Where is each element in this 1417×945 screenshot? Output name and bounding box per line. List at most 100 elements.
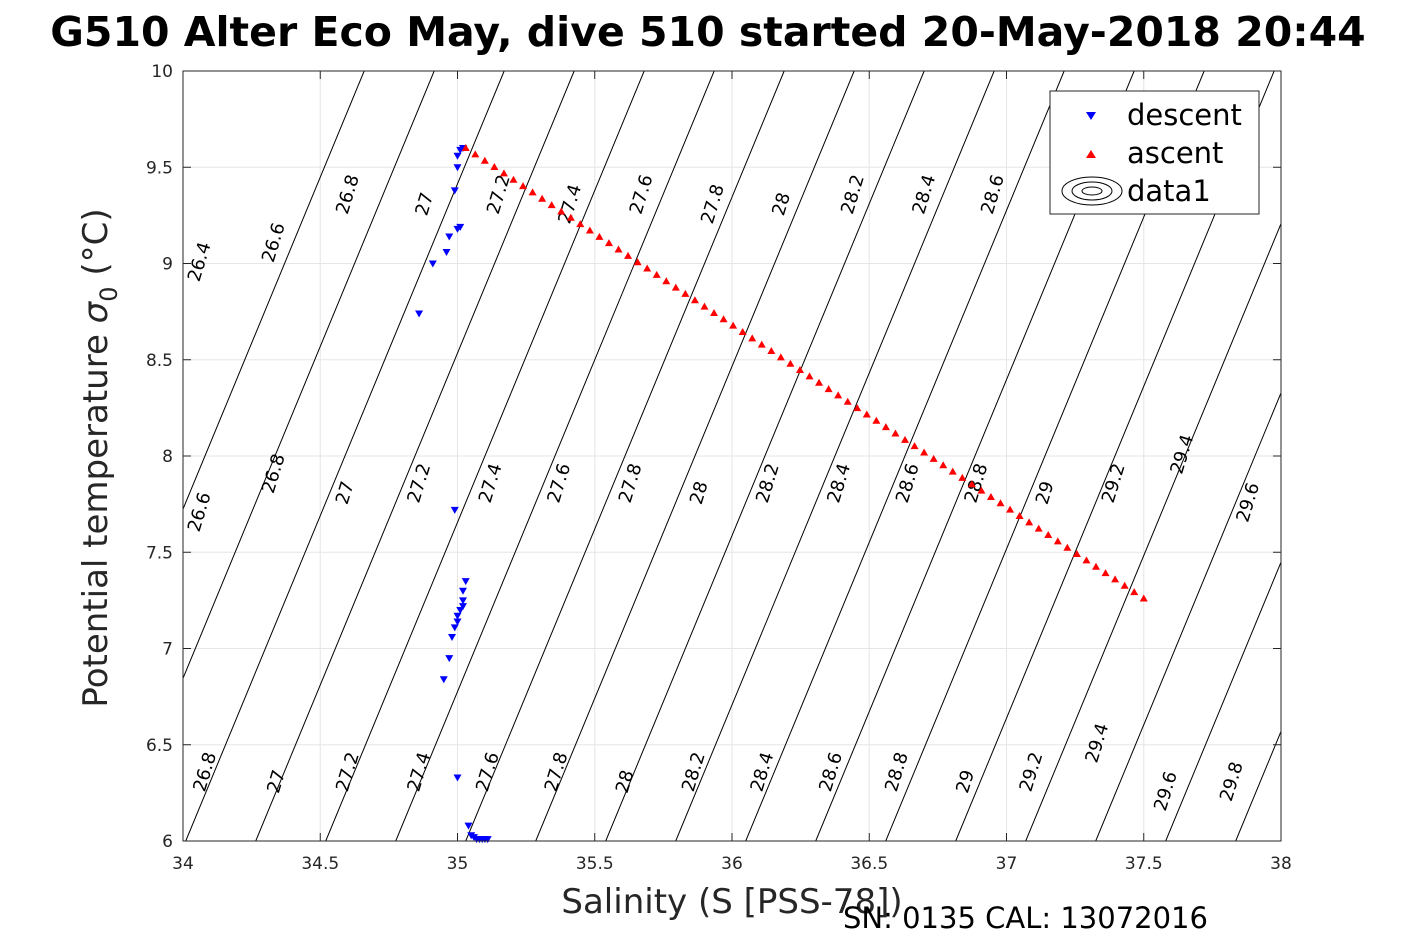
descent-point-14 bbox=[458, 597, 467, 605]
ascent-point-35 bbox=[795, 366, 804, 374]
ascent-point-22 bbox=[671, 283, 680, 291]
ascent-point-28 bbox=[729, 321, 738, 329]
y-tick-label-5: 8.5 bbox=[146, 351, 173, 371]
ascent-point-23 bbox=[681, 289, 690, 297]
ascent-point-14 bbox=[595, 232, 604, 240]
ascent-point-65 bbox=[1082, 556, 1091, 564]
legend-ascent-label: ascent bbox=[1127, 136, 1223, 170]
descent-point-12 bbox=[461, 578, 470, 586]
ascent-point-19 bbox=[643, 264, 652, 272]
ascent-point-63 bbox=[1063, 543, 1072, 551]
contour-label-2-1: 26.8 bbox=[258, 451, 290, 495]
density-contour-line-19 bbox=[1376, 71, 1417, 841]
descent-point-20 bbox=[448, 633, 457, 641]
contour-label-2-2: 26.8 bbox=[189, 750, 221, 794]
ascent-point-61 bbox=[1044, 531, 1053, 539]
contour-label-7-0: 27.8 bbox=[697, 182, 729, 226]
descent-point-17 bbox=[453, 612, 462, 620]
density-contour-line-15 bbox=[1095, 391, 1281, 841]
ascent-point-71 bbox=[1139, 594, 1148, 602]
x-tick-label-6: 37 bbox=[996, 854, 1018, 874]
ascent-point-59 bbox=[1025, 518, 1034, 526]
density-contour-line-18 bbox=[1306, 71, 1417, 841]
descent-point-15 bbox=[458, 603, 467, 611]
ascent-point-48 bbox=[920, 448, 929, 456]
ascent-point-51 bbox=[948, 467, 957, 475]
contour-label-11-0: 28.6 bbox=[977, 172, 1009, 216]
ascent-point-50 bbox=[939, 461, 948, 469]
ascent-point-32 bbox=[767, 347, 776, 355]
descent-point-19 bbox=[450, 624, 459, 632]
descent-point-21 bbox=[445, 655, 454, 663]
contour-label-1-0: 26.6 bbox=[258, 220, 290, 264]
ascent-point-17 bbox=[624, 251, 633, 259]
descent-point-31 bbox=[483, 836, 492, 844]
ascent-point-39 bbox=[834, 391, 843, 399]
y-tick-label-4: 8 bbox=[162, 447, 173, 467]
density-contour-line-2 bbox=[185, 71, 505, 841]
descent-point-13 bbox=[458, 587, 467, 595]
ascent-point-30 bbox=[748, 334, 757, 342]
contour-label-11-1: 28.6 bbox=[892, 461, 924, 505]
x-axis-label: Salinity (S [PSS-78]) bbox=[561, 882, 902, 922]
ascent-point-58 bbox=[1015, 511, 1024, 519]
contour-label-10-2: 28.4 bbox=[747, 750, 779, 794]
ascent-point-18 bbox=[633, 258, 642, 266]
ascent-point-2 bbox=[480, 156, 489, 164]
contour-label-6-0: 27.6 bbox=[626, 172, 658, 216]
x-axis-ticks: 34 34.5 35 35.5 36 36.5 37 37.5 38 bbox=[172, 71, 1292, 874]
y-tick-label-3: 7.5 bbox=[146, 543, 173, 563]
contour-label-7-2: 27.8 bbox=[541, 750, 573, 794]
contour-label-10-0: 28.4 bbox=[908, 172, 940, 216]
x-tick-label-8: 38 bbox=[1270, 854, 1292, 874]
descent-point-24 bbox=[464, 822, 473, 830]
descent-point-2 bbox=[453, 152, 462, 160]
contour-label-4-0: 27.2 bbox=[483, 172, 515, 216]
ascent-point-3 bbox=[490, 163, 499, 171]
ascent-point-38 bbox=[824, 385, 833, 393]
ascent-point-56 bbox=[996, 499, 1005, 507]
x-tick-label-3: 35.5 bbox=[576, 854, 614, 874]
ascent-point-37 bbox=[815, 378, 824, 386]
ascent-point-12 bbox=[576, 220, 585, 228]
contour-label-3-0: 27 bbox=[411, 190, 438, 218]
ascent-point-21 bbox=[662, 277, 671, 285]
footer-serial-cal: SN: 0135 CAL: 13072016 bbox=[843, 901, 1208, 935]
contour-label-14-0: 29.2 bbox=[1098, 461, 1130, 505]
legend-ascent-marker bbox=[1086, 150, 1096, 158]
contour-label-13-0: 29 bbox=[1032, 479, 1059, 507]
contour-label-5-1: 27.4 bbox=[475, 461, 507, 505]
ascent-point-31 bbox=[757, 340, 766, 348]
x-tick-label-2: 35 bbox=[447, 854, 469, 874]
ascent-point-46 bbox=[901, 435, 910, 443]
ascent-point-41 bbox=[853, 404, 862, 412]
contour-label-17-0: 29.8 bbox=[1216, 759, 1248, 803]
density-contour-line-7 bbox=[535, 71, 855, 841]
ascent-point-34 bbox=[786, 359, 795, 367]
density-contour-line-4 bbox=[325, 71, 645, 841]
density-contour-line-3 bbox=[255, 71, 575, 841]
legend-descent-label: descent bbox=[1127, 98, 1242, 132]
descent-point-23 bbox=[453, 774, 462, 782]
ascent-point-52 bbox=[958, 473, 967, 481]
y-tick-label-1: 6.5 bbox=[146, 736, 173, 756]
density-contour-line-10 bbox=[745, 71, 1065, 841]
contour-label-14-1: 29.2 bbox=[1016, 750, 1048, 794]
ascent-point-55 bbox=[986, 492, 995, 500]
ascent-point-60 bbox=[1034, 524, 1043, 532]
ascent-point-36 bbox=[805, 372, 814, 380]
legend-data1-label: data1 bbox=[1127, 174, 1211, 208]
contour-label-4-2: 27.2 bbox=[332, 750, 364, 794]
density-contour-line-9 bbox=[675, 71, 995, 841]
density-contour-labels: 26.4 26.626.626.826.826.827272727.227.227… bbox=[184, 172, 1264, 813]
ascent-point-5 bbox=[509, 175, 518, 183]
ascent-point-0 bbox=[461, 144, 470, 151]
contour-label-15-0: 29.4 bbox=[1167, 432, 1199, 476]
chart-title: G510 Alter Eco May, dive 510 started 20-… bbox=[50, 8, 1365, 56]
descent-point-16 bbox=[456, 607, 465, 614]
y-tick-label-0: 6 bbox=[162, 832, 173, 852]
ascent-point-16 bbox=[614, 245, 623, 253]
ascent-point-70 bbox=[1130, 588, 1139, 596]
contour-label-5-2: 27.4 bbox=[403, 750, 435, 794]
ascent-point-53 bbox=[967, 480, 976, 488]
